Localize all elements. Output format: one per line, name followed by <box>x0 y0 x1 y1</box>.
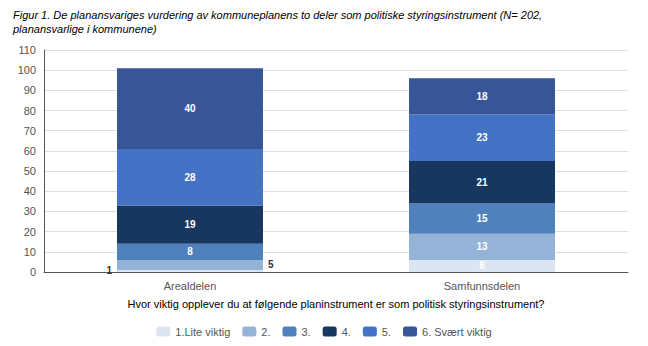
svg-text:70: 70 <box>24 125 36 137</box>
svg-text:20: 20 <box>24 226 36 238</box>
svg-text:28: 28 <box>184 172 196 183</box>
svg-text:4.: 4. <box>342 326 351 338</box>
svg-text:1.Lite viktig: 1.Lite viktig <box>175 326 230 338</box>
svg-text:30: 30 <box>24 205 36 217</box>
svg-text:6: 6 <box>479 260 485 271</box>
svg-text:3.: 3. <box>301 326 310 338</box>
svg-text:50: 50 <box>24 165 36 177</box>
svg-text:1: 1 <box>106 265 112 276</box>
svg-text:19: 19 <box>184 219 196 230</box>
svg-text:100: 100 <box>18 64 36 76</box>
svg-text:5: 5 <box>268 259 274 270</box>
svg-text:6. Svært viktig: 6. Svært viktig <box>422 326 492 338</box>
svg-text:110: 110 <box>18 44 36 56</box>
svg-text:5.: 5. <box>382 326 391 338</box>
svg-text:2.: 2. <box>261 326 270 338</box>
svg-text:Samfunnsdelen: Samfunnsdelen <box>444 280 520 292</box>
svg-text:Hvor viktig opplever du at føl: Hvor viktig opplever du at følgende plan… <box>128 298 545 310</box>
svg-text:Arealdelen: Arealdelen <box>164 280 217 292</box>
svg-text:21: 21 <box>476 177 488 188</box>
svg-text:23: 23 <box>476 132 488 143</box>
svg-text:13: 13 <box>476 241 488 252</box>
svg-text:Figur 1. De planansvariges vur: Figur 1. De planansvariges vurdering av … <box>13 9 542 21</box>
svg-text:0: 0 <box>30 266 36 278</box>
svg-text:18: 18 <box>476 91 488 102</box>
svg-text:planansvarlige i kommunene): planansvarlige i kommunene) <box>12 23 157 35</box>
svg-text:10: 10 <box>24 246 36 258</box>
svg-text:15: 15 <box>476 213 488 224</box>
svg-text:80: 80 <box>24 105 36 117</box>
svg-text:40: 40 <box>24 185 36 197</box>
svg-text:8: 8 <box>187 246 193 257</box>
svg-text:40: 40 <box>184 103 196 114</box>
svg-text:90: 90 <box>24 84 36 96</box>
svg-text:60: 60 <box>24 145 36 157</box>
